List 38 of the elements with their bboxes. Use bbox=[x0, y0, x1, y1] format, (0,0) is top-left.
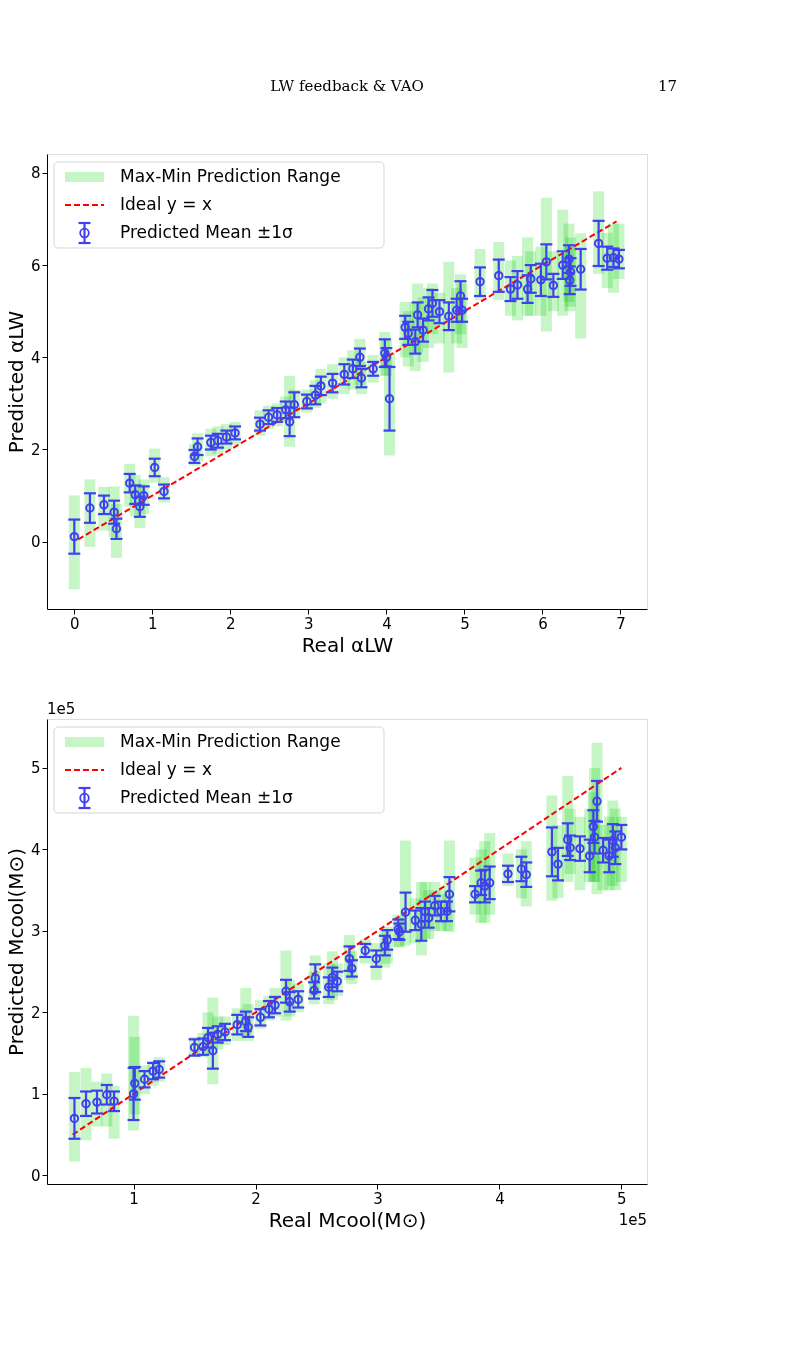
x-tick-label: 5 bbox=[617, 1189, 627, 1208]
x-tick-label: 7 bbox=[616, 614, 626, 633]
x-axis-title: Real Mcool(M⊙) bbox=[268, 1207, 427, 1232]
y-tick-label: 0 bbox=[30, 533, 41, 552]
y-tick-label: 2 bbox=[30, 441, 41, 459]
x-tick-label: 5 bbox=[460, 614, 470, 633]
text: 1e5 bbox=[47, 700, 76, 718]
x-axis-title: Real αLW bbox=[301, 632, 394, 657]
legend-label: Ideal y = x bbox=[120, 194, 212, 214]
legend-label: Ideal y = x bbox=[120, 759, 212, 779]
legend-label: Predicted Mean ±1σ bbox=[120, 787, 293, 807]
x-tick-label: 3 bbox=[304, 614, 314, 633]
x-tick-label: 2 bbox=[251, 1189, 261, 1208]
y-tick-label: 1 bbox=[30, 1085, 41, 1104]
y-tick-label: 2 bbox=[30, 1003, 41, 1022]
legend-label: Max-Min Prediction Range bbox=[120, 166, 341, 186]
y-axis-title: Predicted αLW bbox=[3, 310, 28, 454]
legend-label: Predicted Mean ±1σ bbox=[120, 222, 293, 242]
x-tick-label: 0 bbox=[70, 614, 80, 633]
y-axis-title: Predicted Mcool(M⊙) bbox=[3, 847, 28, 1057]
y-tick-label: 5 bbox=[30, 759, 41, 778]
x-tick-label: 1 bbox=[129, 1189, 139, 1208]
text: 17 bbox=[657, 77, 677, 95]
x-tick-label: 4 bbox=[382, 614, 392, 633]
y-tick-label: 4 bbox=[30, 840, 41, 859]
y-tick-label: 8 bbox=[30, 164, 41, 183]
x-tick-label: 1 bbox=[148, 614, 158, 633]
x-tick-label: 4 bbox=[495, 1189, 505, 1208]
y-tick-label: 6 bbox=[30, 256, 41, 275]
x-tick-label: 2 bbox=[226, 614, 236, 633]
y-tick-label: 3 bbox=[30, 922, 41, 941]
x-tick-label: 6 bbox=[538, 614, 548, 633]
x-tick-label: 3 bbox=[373, 1189, 383, 1208]
text: 1e5 bbox=[618, 1211, 647, 1229]
text: LW feedback & VAO bbox=[270, 77, 424, 95]
legend-label: Max-Min Prediction Range bbox=[120, 731, 341, 751]
y-tick-label: 0 bbox=[30, 1166, 41, 1185]
y-tick-label: 4 bbox=[30, 348, 41, 367]
